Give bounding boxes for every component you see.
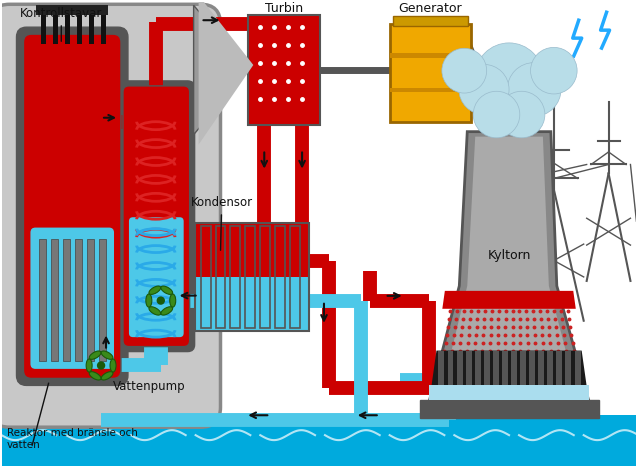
Circle shape	[475, 43, 543, 111]
Bar	[392, 16, 468, 26]
Bar	[520, 350, 526, 385]
Bar	[457, 350, 463, 385]
Text: Vattenpump: Vattenpump	[113, 380, 186, 393]
FancyBboxPatch shape	[0, 4, 221, 427]
Ellipse shape	[161, 307, 173, 315]
Ellipse shape	[101, 351, 113, 359]
Ellipse shape	[161, 286, 173, 295]
Text: Reaktor med bränsle och
vatten: Reaktor med bränsle och vatten	[6, 428, 137, 450]
Bar	[538, 350, 544, 385]
Polygon shape	[440, 137, 579, 400]
Bar	[484, 350, 490, 385]
Bar	[41, 12, 47, 44]
Polygon shape	[442, 291, 575, 309]
Circle shape	[459, 64, 509, 115]
Polygon shape	[198, 0, 253, 144]
Bar	[420, 400, 598, 418]
Bar	[89, 12, 94, 44]
Polygon shape	[193, 5, 248, 135]
Bar	[466, 350, 471, 385]
Bar	[575, 350, 581, 385]
Bar	[87, 239, 94, 361]
Bar	[40, 239, 47, 361]
Bar	[99, 239, 106, 361]
Bar	[63, 239, 70, 361]
FancyBboxPatch shape	[123, 86, 189, 347]
Bar	[200, 226, 211, 328]
Ellipse shape	[89, 372, 101, 380]
Ellipse shape	[86, 359, 92, 372]
Bar	[390, 88, 471, 92]
Bar	[390, 24, 471, 122]
Polygon shape	[431, 350, 586, 385]
Bar	[275, 226, 285, 328]
Bar	[447, 350, 454, 385]
Circle shape	[156, 296, 165, 305]
Bar	[511, 350, 517, 385]
Bar	[216, 226, 225, 328]
Ellipse shape	[146, 294, 152, 307]
Bar	[248, 15, 320, 125]
Bar	[290, 226, 300, 328]
Bar	[195, 223, 309, 277]
Text: Kontrollstavar: Kontrollstavar	[20, 7, 103, 41]
Ellipse shape	[170, 294, 175, 307]
Circle shape	[498, 91, 545, 138]
Bar	[101, 12, 106, 44]
Bar	[54, 12, 58, 44]
Bar	[502, 350, 508, 385]
FancyBboxPatch shape	[24, 34, 121, 378]
FancyBboxPatch shape	[31, 227, 114, 369]
Bar	[36, 5, 108, 15]
Bar	[390, 54, 471, 58]
Circle shape	[507, 62, 561, 116]
Bar	[565, 350, 572, 385]
FancyBboxPatch shape	[129, 217, 184, 337]
Text: Kyltorn: Kyltorn	[487, 249, 531, 262]
Polygon shape	[429, 132, 589, 400]
Text: Generator: Generator	[399, 2, 463, 15]
Ellipse shape	[101, 372, 113, 380]
Bar	[195, 277, 309, 331]
Bar	[195, 223, 309, 331]
Text: Turbin: Turbin	[265, 2, 303, 15]
FancyBboxPatch shape	[17, 27, 128, 385]
Circle shape	[473, 91, 520, 138]
Polygon shape	[429, 385, 589, 400]
Text: Kondensor: Kondensor	[191, 196, 253, 250]
Bar	[1, 415, 637, 466]
Circle shape	[97, 361, 105, 370]
Ellipse shape	[149, 307, 161, 315]
Circle shape	[531, 48, 577, 94]
Bar	[77, 12, 82, 44]
Ellipse shape	[89, 351, 101, 359]
Bar	[529, 350, 535, 385]
Bar	[246, 226, 255, 328]
Ellipse shape	[149, 286, 161, 295]
Bar	[438, 350, 445, 385]
Circle shape	[442, 48, 487, 93]
Bar	[51, 239, 58, 361]
Bar	[75, 239, 82, 361]
Bar	[65, 12, 70, 44]
Ellipse shape	[110, 359, 116, 372]
Bar	[547, 350, 553, 385]
Bar	[475, 350, 480, 385]
Bar	[230, 226, 241, 328]
FancyBboxPatch shape	[118, 81, 195, 351]
Bar	[260, 226, 271, 328]
Bar	[556, 350, 562, 385]
Bar	[493, 350, 499, 385]
